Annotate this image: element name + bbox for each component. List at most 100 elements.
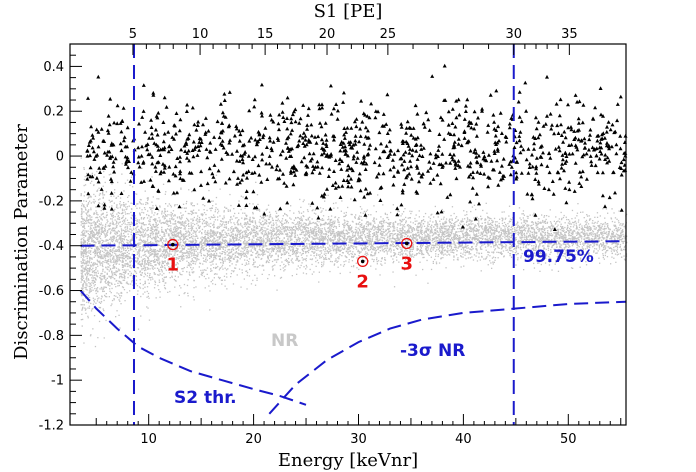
nr-point [432, 234, 434, 236]
nr-point [252, 229, 254, 232]
nr-point [171, 275, 173, 277]
nr-point [291, 248, 293, 250]
nr-point [384, 247, 386, 250]
nr-point [174, 252, 176, 254]
nr-point [158, 274, 160, 276]
nr-point [86, 204, 88, 206]
nr-point [149, 224, 152, 226]
nr-point [84, 252, 86, 255]
nr-point [299, 226, 302, 228]
nr-point [120, 255, 122, 257]
nr-point [335, 244, 337, 246]
nr-point [328, 251, 330, 253]
nr-point [174, 275, 176, 277]
nr-point [494, 223, 496, 225]
nr-point [357, 238, 359, 240]
nr-point [143, 241, 145, 244]
nr-point [286, 235, 288, 237]
nr-point [118, 246, 120, 248]
nr-point [255, 241, 257, 243]
nr-point [135, 283, 137, 285]
nr-point [481, 227, 483, 229]
nr-point [235, 264, 237, 266]
nr-point [84, 268, 86, 271]
nr-point [363, 225, 365, 227]
nr-point [522, 210, 525, 212]
nr-point [219, 232, 222, 234]
nr-point [109, 243, 111, 246]
nr-point [117, 239, 119, 241]
nr-point [157, 236, 159, 239]
nr-point [386, 251, 388, 253]
nr-point [476, 260, 479, 262]
nr-point [561, 230, 563, 232]
nr-point [86, 280, 88, 282]
nr-point [243, 255, 245, 257]
nr-point [327, 246, 329, 249]
nr-point [88, 302, 90, 304]
nr-point [304, 226, 306, 228]
nr-point [174, 204, 176, 206]
nr-point [350, 238, 352, 240]
nr-point [112, 250, 114, 252]
nr-point [618, 227, 620, 229]
nr-point [409, 235, 412, 238]
nr-point [88, 252, 90, 254]
nr-point [154, 260, 156, 262]
nr-point [304, 227, 306, 229]
nr-point [607, 231, 610, 233]
nr-point [602, 228, 604, 230]
nr-point [86, 267, 89, 270]
nr-point [225, 236, 227, 238]
nr-point [409, 217, 411, 219]
nr-point [206, 231, 208, 234]
nr-point [292, 229, 294, 231]
nr-point [93, 256, 95, 258]
nr-point [440, 240, 442, 242]
nr-point [325, 209, 327, 211]
nr-point [254, 229, 256, 231]
nr-point [352, 266, 355, 268]
nr-point [486, 229, 488, 231]
nr-point [225, 273, 228, 275]
nr-point [441, 233, 443, 235]
nr-point [199, 242, 201, 244]
nr-point [311, 218, 313, 220]
nr-point [574, 258, 577, 260]
nr-point [501, 246, 504, 248]
nr-point [222, 257, 224, 259]
nr-point [398, 261, 400, 263]
nr-point [146, 217, 149, 219]
nr-point [176, 235, 178, 237]
nr-point [562, 216, 565, 219]
nr-point [310, 244, 312, 246]
nr-point [589, 226, 591, 228]
nr-point [181, 234, 183, 237]
nr-point [235, 245, 237, 247]
nr-point [305, 268, 307, 270]
nr-point [472, 227, 475, 229]
nr-point [92, 240, 95, 242]
nr-point [448, 231, 450, 233]
nr-point [115, 263, 117, 265]
nr-point [137, 225, 139, 227]
nr-point [311, 250, 313, 253]
nr-point [180, 255, 182, 257]
nr-point [402, 226, 404, 228]
nr-point [350, 229, 352, 231]
nr-point [320, 229, 322, 232]
nr-point [154, 267, 156, 269]
nr-point [302, 215, 304, 217]
nr-point [564, 243, 566, 245]
nr-point [90, 290, 92, 292]
nr-point [101, 250, 104, 252]
nr-point [288, 243, 290, 245]
nr-point [253, 246, 255, 248]
nr-point [103, 278, 105, 280]
nr-point [91, 257, 93, 259]
nr-point [371, 245, 373, 247]
nr-point [242, 235, 244, 237]
nr-point [398, 210, 400, 213]
nr-point [93, 270, 95, 272]
nr-point [236, 234, 238, 237]
